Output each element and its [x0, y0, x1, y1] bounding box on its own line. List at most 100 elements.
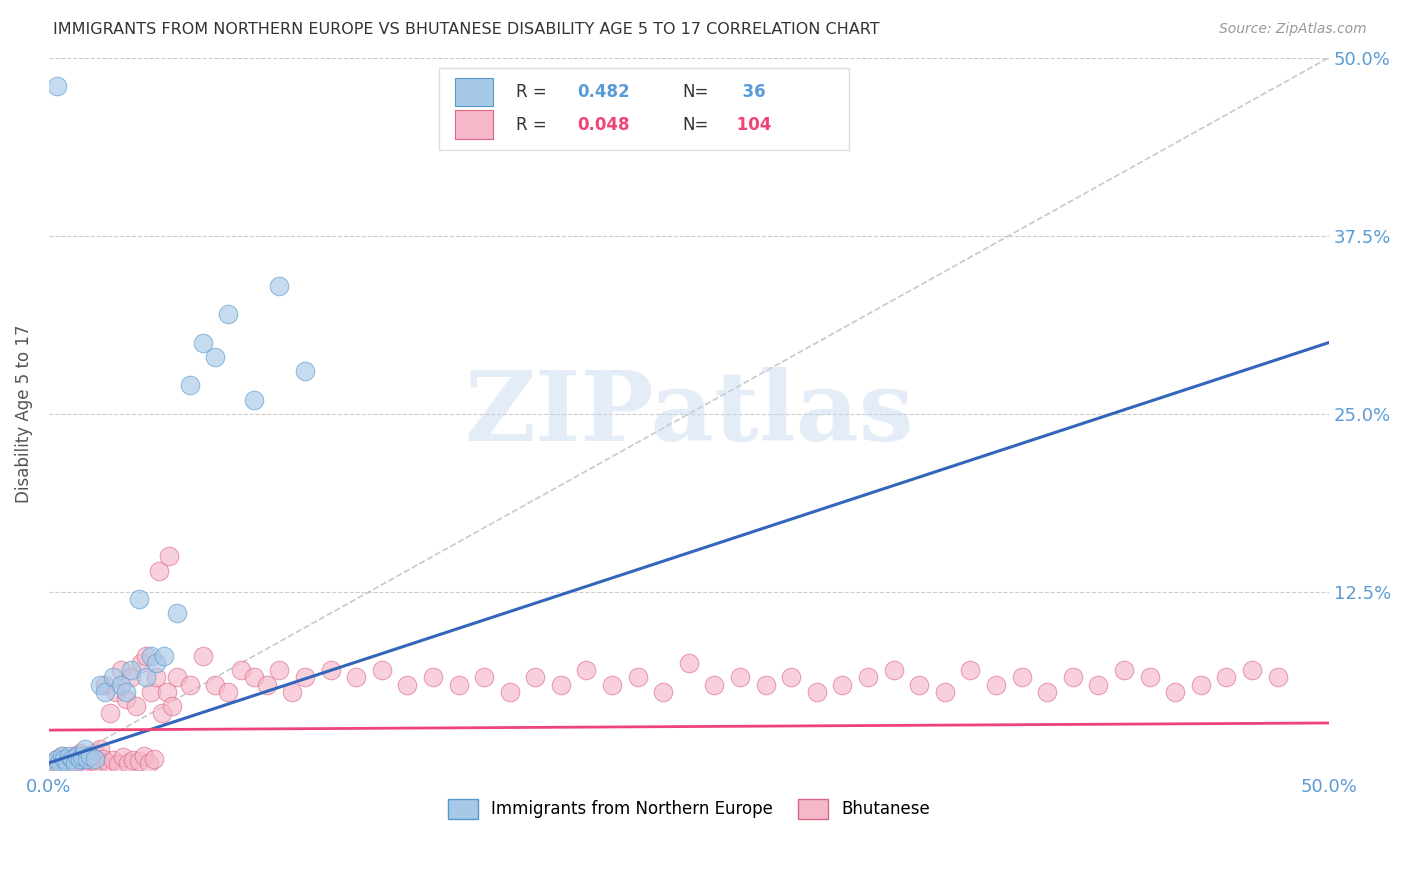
Point [79, 748, 101, 763]
Point [60, 756, 83, 770]
Point [69, 751, 91, 765]
Text: 36: 36 [731, 83, 766, 101]
Point [1164, 684, 1187, 698]
Point [242, 670, 264, 684]
Point [89, 741, 111, 756]
Point [69, 746, 91, 760]
Point [344, 670, 367, 684]
Point [48, 756, 70, 770]
Point [524, 670, 547, 684]
Point [42, 756, 65, 770]
Point [94, 684, 117, 698]
Point [145, 656, 167, 670]
Point [166, 670, 188, 684]
Point [191, 335, 214, 350]
Text: N=: N= [682, 116, 709, 134]
Point [934, 684, 956, 698]
Point [60, 758, 83, 772]
Point [1189, 677, 1212, 691]
Point [703, 677, 725, 691]
Point [141, 648, 163, 663]
Point [156, 684, 179, 698]
Point [45, 79, 67, 94]
Point [56, 758, 79, 772]
Point [447, 677, 470, 691]
Point [42, 756, 65, 770]
Point [76, 757, 98, 772]
Point [125, 698, 148, 713]
Point [101, 670, 124, 684]
Point [242, 392, 264, 407]
Point [959, 663, 981, 677]
Y-axis label: Disability Age 5 to 17: Disability Age 5 to 17 [15, 325, 32, 503]
Point [550, 677, 572, 691]
Text: ZIPatlas: ZIPatlas [464, 367, 914, 461]
Point [66, 753, 89, 767]
Point [575, 663, 598, 677]
Point [60, 751, 83, 765]
Point [1267, 670, 1289, 684]
Point [73, 751, 96, 765]
Point [120, 670, 142, 684]
Point [204, 350, 226, 364]
Point [45, 751, 67, 765]
Point [132, 748, 155, 763]
Point [128, 755, 150, 769]
Point [780, 670, 803, 684]
Point [217, 684, 239, 698]
Point [141, 684, 163, 698]
Point [1215, 670, 1237, 684]
Point [831, 677, 853, 691]
Point [91, 751, 114, 765]
Point [627, 670, 650, 684]
Point [45, 751, 67, 765]
Point [84, 746, 107, 760]
Point [51, 748, 73, 763]
Text: R =: R = [516, 116, 553, 134]
Point [856, 670, 879, 684]
Point [179, 378, 201, 392]
Point [256, 677, 278, 691]
Point [110, 677, 132, 691]
Point [229, 663, 252, 677]
Point [128, 592, 150, 607]
Point [53, 751, 76, 765]
Point [600, 677, 623, 691]
Point [396, 677, 419, 691]
Point [107, 757, 129, 772]
Point [269, 663, 291, 677]
Point [79, 755, 101, 769]
Text: N=: N= [682, 83, 709, 101]
Point [51, 756, 73, 770]
Point [883, 663, 905, 677]
Text: Source: ZipAtlas.com: Source: ZipAtlas.com [1219, 22, 1367, 37]
Point [1112, 663, 1135, 677]
Point [63, 756, 86, 770]
Point [728, 670, 751, 684]
Point [148, 564, 170, 578]
Point [58, 748, 80, 763]
Point [110, 663, 132, 677]
Point [120, 663, 142, 677]
Point [157, 549, 180, 564]
Point [70, 750, 93, 764]
Point [294, 364, 316, 378]
FancyBboxPatch shape [454, 111, 494, 139]
Point [191, 648, 214, 663]
Point [129, 656, 152, 670]
Text: IMMIGRANTS FROM NORTHERN EUROPE VS BHUTANESE DISABILITY AGE 5 TO 17 CORRELATION : IMMIGRANTS FROM NORTHERN EUROPE VS BHUTA… [53, 22, 880, 37]
Point [1139, 670, 1161, 684]
Point [1036, 684, 1059, 698]
Point [97, 756, 120, 770]
Point [984, 677, 1007, 691]
Point [112, 750, 135, 764]
Legend: Immigrants from Northern Europe, Bhutanese: Immigrants from Northern Europe, Bhutane… [441, 792, 936, 826]
Text: R =: R = [516, 83, 553, 101]
Point [104, 684, 127, 698]
Point [755, 677, 778, 691]
Point [145, 670, 167, 684]
Point [89, 677, 111, 691]
Point [76, 748, 98, 763]
Point [101, 753, 124, 767]
Point [135, 670, 157, 684]
